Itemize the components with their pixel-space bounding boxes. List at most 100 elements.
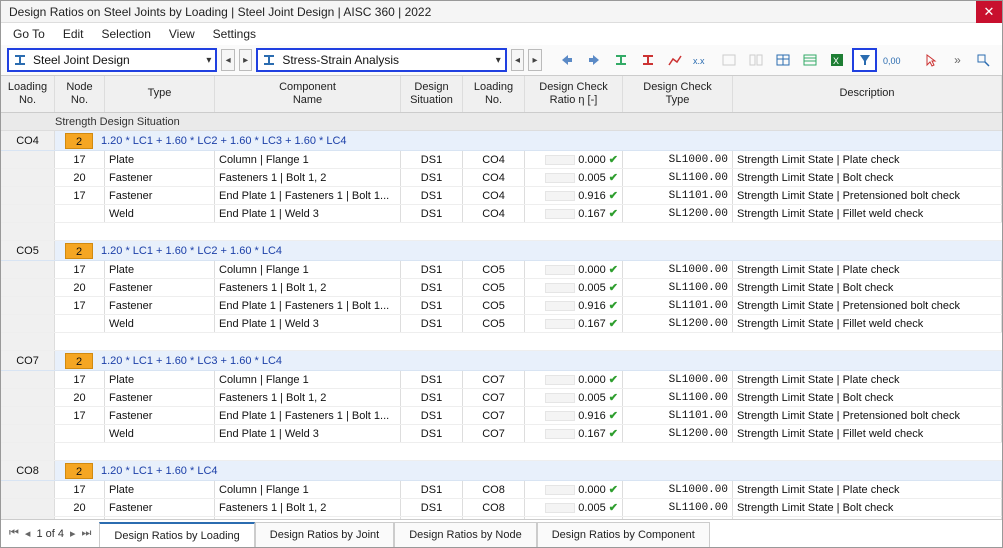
table-row[interactable]: 17FastenerEnd Plate 1 | Fasteners 1 | Bo…: [1, 407, 1002, 425]
tab-design-ratios-by-loading[interactable]: Design Ratios by Loading: [99, 522, 254, 547]
pager-first[interactable]: ⏮: [9, 527, 19, 540]
pager-prev[interactable]: ◂: [25, 527, 31, 540]
next-analysis-button[interactable]: ▸: [528, 49, 541, 71]
table-row[interactable]: 17FastenerEnd Plate 1 | Fasteners 1 | Bo…: [1, 187, 1002, 205]
tool-zoom-extents-icon[interactable]: [973, 49, 996, 71]
loading-no: CO5: [1, 241, 55, 260]
group-row[interactable]: CO521.20 * LC1 + 1.60 * LC2 + 1.60 * LC4: [1, 241, 1002, 261]
tool-graph-icon[interactable]: [663, 49, 686, 71]
col-node[interactable]: Node No.: [55, 76, 105, 112]
col-loading[interactable]: Loading No.: [1, 76, 55, 112]
tool-window-icon[interactable]: [717, 49, 740, 71]
cell-desc: Strength Limit State | Pretensioned bolt…: [733, 187, 1002, 204]
table-row[interactable]: 20FastenerFasteners 1 | Bolt 1, 2DS1CO70…: [1, 389, 1002, 407]
loading-lead: [1, 261, 55, 278]
check-icon: ✔: [609, 409, 618, 422]
table-row[interactable]: 17PlateColumn | Flange 1DS1CO40.000✔SL10…: [1, 151, 1002, 169]
cell-node: 17: [55, 151, 105, 168]
col-ds[interactable]: Design Situation: [401, 76, 463, 112]
col-type[interactable]: Type: [105, 76, 215, 112]
analysis-combo[interactable]: Stress-Strain Analysis ▾: [256, 48, 506, 72]
group-row[interactable]: CO421.20 * LC1 + 1.60 * LC2 + 1.60 * LC3…: [1, 131, 1002, 151]
cell-desc: Strength Limit State | Pretensioned bolt…: [733, 407, 1002, 424]
cell-chk: SL1101.00: [623, 407, 733, 424]
col-chk[interactable]: Design Check Type: [623, 76, 733, 112]
tool-table-icon[interactable]: [771, 49, 794, 71]
table-row[interactable]: WeldEnd Plate 1 | Weld 3DS1CO70.167✔SL12…: [1, 425, 1002, 443]
pager-last[interactable]: ⏭: [82, 527, 92, 540]
group-row[interactable]: CO821.20 * LC1 + 1.60 * LC4: [1, 461, 1002, 481]
cell-chk: SL1000.00: [623, 481, 733, 498]
section-header: Strength Design Situation: [1, 113, 1002, 131]
table-row[interactable]: 20FastenerFasteners 1 | Bolt 1, 2DS1CO40…: [1, 169, 1002, 187]
tool-forward-icon[interactable]: [582, 49, 605, 71]
cell-type: Fastener: [105, 297, 215, 314]
cell-ratio: 0.005✔: [525, 279, 623, 296]
cell-node: 20: [55, 389, 105, 406]
cell-ratio: 0.916✔: [525, 407, 623, 424]
table-row[interactable]: 17FastenerEnd Plate 1 | Fasteners 1 | Bo…: [1, 297, 1002, 315]
group-combo: 1.20 * LC1 + 1.60 * LC2 + 1.60 * LC3 + 1…: [101, 135, 347, 147]
group-combo: 1.20 * LC1 + 1.60 * LC4: [101, 465, 218, 477]
cell-type: Fastener: [105, 389, 215, 406]
next-module-button[interactable]: ▸: [239, 49, 252, 71]
cell-ratio: 0.005✔: [525, 169, 623, 186]
group-badge: 2: [65, 243, 93, 259]
table-row[interactable]: WeldEnd Plate 1 | Weld 3DS1CO50.167✔SL12…: [1, 315, 1002, 333]
cell-node: 20: [55, 279, 105, 296]
tool-layout-icon[interactable]: [744, 49, 767, 71]
table-row[interactable]: 17PlateColumn | Flange 1DS1CO70.000✔SL10…: [1, 371, 1002, 389]
tool-xdotx-icon[interactable]: x.x: [690, 49, 713, 71]
menu-settings[interactable]: Settings: [213, 27, 256, 41]
group-row[interactable]: CO721.20 * LC1 + 1.60 * LC3 + 1.60 * LC4: [1, 351, 1002, 371]
cell-lno: CO4: [463, 151, 525, 168]
pager-next[interactable]: ▸: [70, 527, 76, 540]
cell-ds: DS1: [401, 481, 463, 498]
col-desc[interactable]: Description: [733, 76, 1002, 112]
cell-name: End Plate 1 | Fasteners 1 | Bolt 1...: [215, 297, 401, 314]
tool-pointer-icon[interactable]: [919, 49, 942, 71]
loading-lead: [1, 279, 55, 296]
table-row[interactable]: 17PlateColumn | Flange 1DS1CO50.000✔SL10…: [1, 261, 1002, 279]
col-lno[interactable]: Loading No.: [463, 76, 525, 112]
tab-design-ratios-by-node[interactable]: Design Ratios by Node: [394, 522, 537, 547]
cell-ratio: 0.000✔: [525, 371, 623, 388]
titlebar: Design Ratios on Steel Joints by Loading…: [1, 1, 1002, 23]
tool-ibeam-icon[interactable]: [609, 49, 632, 71]
tool-back-icon[interactable]: [555, 49, 578, 71]
prev-analysis-button[interactable]: ◂: [511, 49, 524, 71]
col-ratio[interactable]: Design Check Ratio η [-]: [525, 76, 623, 112]
table-row[interactable]: WeldEnd Plate 1 | Weld 3DS1CO40.167✔SL12…: [1, 205, 1002, 223]
design-module-combo[interactable]: Steel Joint Design ▾: [7, 48, 217, 72]
tool-decimal-icon[interactable]: 0,00: [881, 49, 905, 71]
close-button[interactable]: ✕: [976, 1, 1002, 23]
table-row[interactable]: 20FastenerFasteners 1 | Bolt 1, 2DS1CO80…: [1, 499, 1002, 517]
check-icon: ✔: [609, 427, 618, 440]
ratio-value: 0.005: [578, 282, 606, 294]
menu-goto[interactable]: Go To: [13, 27, 45, 41]
cell-node: [55, 425, 105, 442]
tool-excel-icon[interactable]: X: [825, 49, 848, 71]
tool-filter-icon[interactable]: [852, 48, 877, 72]
tab-design-ratios-by-component[interactable]: Design Ratios by Component: [537, 522, 710, 547]
tab-design-ratios-by-joint[interactable]: Design Ratios by Joint: [255, 522, 394, 547]
table-row[interactable]: 17PlateColumn | Flange 1DS1CO80.000✔SL10…: [1, 481, 1002, 499]
tool-ibeam2-icon[interactable]: [636, 49, 659, 71]
cell-chk: SL1101.00: [623, 297, 733, 314]
check-icon: ✔: [609, 207, 618, 220]
cell-type: Weld: [105, 315, 215, 332]
tool-spreadsheet-icon[interactable]: [798, 49, 821, 71]
col-name[interactable]: ComponentName: [215, 76, 401, 112]
ratio-value: 0.916: [578, 300, 606, 312]
ratio-bar: [545, 375, 575, 385]
prev-module-button[interactable]: ◂: [221, 49, 234, 71]
table-body[interactable]: Strength Design SituationCO421.20 * LC1 …: [1, 113, 1002, 519]
cell-ds: DS1: [401, 371, 463, 388]
ratio-value: 0.000: [578, 154, 606, 166]
menu-view[interactable]: View: [169, 27, 195, 41]
tool-more-icon[interactable]: »: [946, 49, 969, 71]
loading-lead: [1, 151, 55, 168]
menu-selection[interactable]: Selection: [102, 27, 151, 41]
table-row[interactable]: 20FastenerFasteners 1 | Bolt 1, 2DS1CO50…: [1, 279, 1002, 297]
menu-edit[interactable]: Edit: [63, 27, 84, 41]
